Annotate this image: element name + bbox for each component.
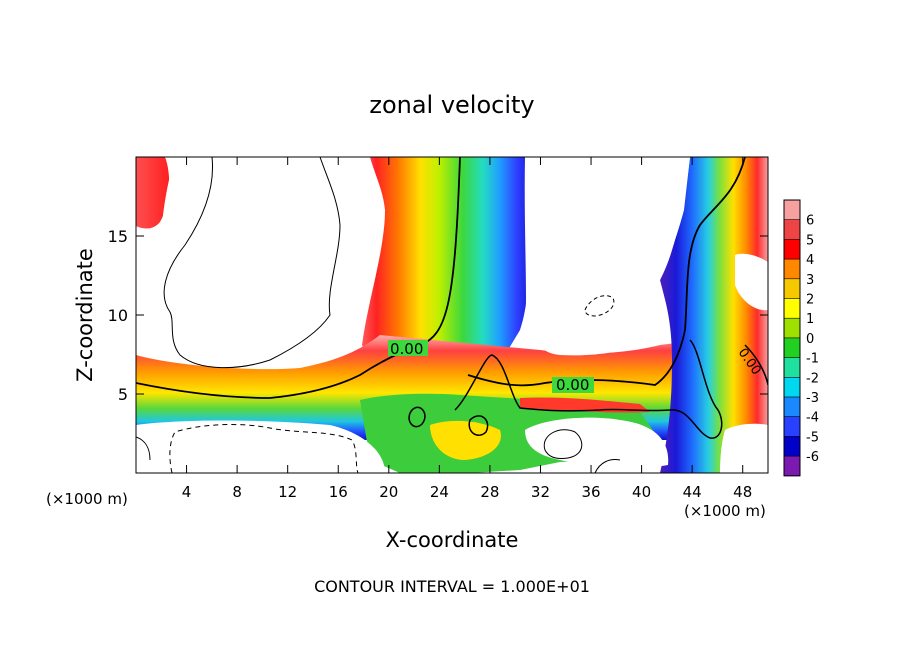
colorbar-swatch: [784, 436, 800, 457]
contour-label-bg-2: [552, 377, 594, 393]
x-tick-label: 8: [232, 483, 242, 501]
left-white-lobe: [160, 157, 348, 368]
lower-red-streak: [520, 397, 650, 413]
x-tick-label: 32: [531, 483, 550, 501]
colorbar-label: 4: [806, 253, 814, 268]
bottom-left-dashed-contour: [169, 424, 359, 473]
colorbar-swatch: [784, 200, 800, 221]
zero-contour-right-edge: [744, 344, 768, 386]
x-tick-label: 40: [632, 483, 651, 501]
colorbar-label: -2: [806, 371, 819, 386]
bottom-right-white-pocket: [720, 423, 768, 473]
zero-contour-lower-loops: [454, 339, 723, 439]
colorbar-label: 1: [806, 312, 814, 327]
right-lobe-dashed-contour: [584, 295, 615, 317]
right-white-pocket: [735, 253, 768, 311]
y-axis: 5 10 15: [108, 227, 768, 404]
zero-contour-small-loops: [408, 406, 489, 436]
colorbar-swatch: [784, 456, 800, 477]
chart-title: zonal velocity: [369, 91, 534, 119]
colorbar-swatch: [784, 397, 800, 418]
colorbar-label: 2: [806, 293, 814, 308]
contour-label: 0.00: [390, 340, 423, 358]
contour-label-bg-1: [388, 340, 428, 356]
colorbar-label: -3: [806, 391, 819, 406]
colorbar-swatch: [784, 259, 800, 280]
y-tick-label: 10: [108, 306, 128, 325]
left-lobe-thin-contour: [163, 157, 341, 369]
contour-lines: [136, 157, 768, 473]
y-axis-title: Z-coordinate: [73, 248, 97, 382]
colorbar-swatch: [784, 318, 800, 339]
colorbar-label: 5: [806, 233, 814, 248]
colorbar-swatch: [784, 219, 800, 240]
x-tick-label: 4: [182, 483, 192, 501]
colorbar-label: -4: [806, 411, 819, 426]
colorbar-label: 6: [806, 214, 814, 229]
x-axis-title: X-coordinate: [386, 528, 519, 552]
x-tick-label: 36: [581, 483, 600, 501]
right-side-band: [660, 157, 768, 473]
colorbar-label: -1: [806, 352, 819, 367]
colorbar-swatch: [784, 337, 800, 359]
zero-contour-west: [136, 157, 461, 399]
colorbar-label: 3: [806, 273, 814, 288]
colorbar-label: -5: [806, 430, 819, 445]
colorbar-legend: 6 5 4 3 2 1 0 -1 -2 -3 -4 -5 -6: [783, 199, 819, 477]
zero-contour-east: [467, 157, 746, 387]
bottom-left-thin-line: [136, 436, 151, 461]
middle-right-white-lobe: [524, 157, 690, 356]
y-tick-label: 5: [118, 385, 128, 404]
colorbar-swatch: [784, 416, 800, 437]
x-axis: 4 8 12 16 20 24 28 32 36 40 44 48: [182, 157, 752, 501]
x-tick-label: 12: [278, 483, 297, 501]
colorbar-swatch: [784, 377, 800, 398]
x-tick-label: 20: [379, 483, 398, 501]
x-tick-label: 44: [683, 483, 702, 501]
x-tick-label: 28: [480, 483, 499, 501]
x-tick-label: 16: [329, 483, 348, 501]
colorbar-swatch: [784, 239, 800, 260]
heatmap-field: [136, 157, 768, 473]
bottom-middle-thin-contour: [543, 429, 583, 459]
bottom-middle-white-pocket: [525, 417, 669, 469]
colorbar-label: 0: [806, 332, 814, 347]
lower-yellow-patch: [430, 420, 501, 460]
colorbar-label: -6: [806, 450, 819, 465]
y-tick-label: 15: [108, 227, 128, 246]
left-top-red-patch: [136, 157, 170, 229]
contour-interval-footer: CONTOUR INTERVAL = 1.000E+01: [314, 577, 590, 596]
colorbar-swatch: [784, 298, 800, 319]
x-unit-right: (×1000 m): [684, 502, 766, 520]
bottom-middle-thin-contour-2: [594, 459, 621, 473]
contour-label: 0.00: [556, 376, 589, 394]
x-unit-left: (×1000 m): [46, 490, 128, 508]
x-tick-label: 24: [430, 483, 449, 501]
colorbar-swatch: [784, 357, 800, 378]
x-tick-label: 48: [733, 483, 752, 501]
colorbar-swatch: [784, 278, 800, 299]
